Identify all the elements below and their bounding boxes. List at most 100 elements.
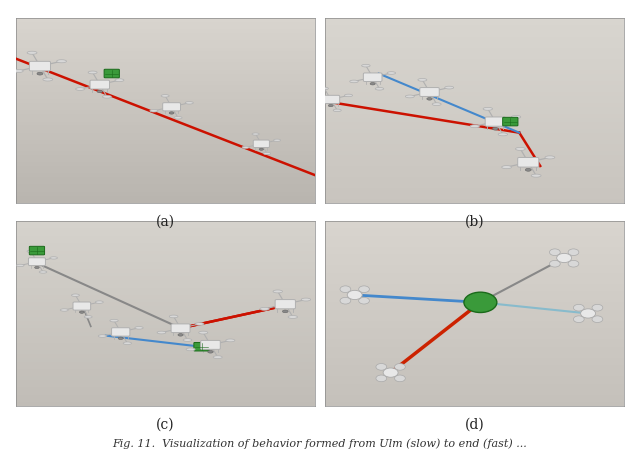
Ellipse shape	[178, 334, 183, 336]
Ellipse shape	[27, 51, 37, 54]
FancyBboxPatch shape	[502, 117, 518, 126]
Ellipse shape	[208, 350, 213, 353]
FancyBboxPatch shape	[420, 87, 439, 97]
Circle shape	[592, 316, 603, 322]
Ellipse shape	[309, 102, 317, 105]
Ellipse shape	[273, 139, 281, 141]
Ellipse shape	[95, 301, 103, 304]
Ellipse shape	[102, 95, 111, 98]
Ellipse shape	[333, 109, 341, 111]
Ellipse shape	[213, 356, 222, 359]
Ellipse shape	[288, 316, 298, 318]
FancyBboxPatch shape	[275, 299, 296, 309]
Circle shape	[550, 260, 560, 267]
FancyBboxPatch shape	[111, 328, 130, 336]
Text: (c): (c)	[156, 417, 175, 431]
Ellipse shape	[76, 87, 84, 90]
Ellipse shape	[260, 308, 269, 310]
Text: (a): (a)	[156, 214, 175, 228]
Circle shape	[340, 297, 351, 304]
Circle shape	[573, 304, 584, 311]
Ellipse shape	[79, 311, 84, 313]
Ellipse shape	[252, 133, 259, 135]
Circle shape	[340, 286, 351, 293]
Ellipse shape	[35, 267, 39, 269]
Ellipse shape	[370, 83, 375, 85]
Ellipse shape	[483, 107, 493, 110]
Circle shape	[394, 364, 405, 370]
FancyBboxPatch shape	[90, 80, 109, 89]
Ellipse shape	[157, 331, 166, 334]
Ellipse shape	[320, 87, 328, 90]
Ellipse shape	[515, 147, 525, 151]
Ellipse shape	[427, 97, 432, 100]
Ellipse shape	[99, 335, 107, 337]
Circle shape	[580, 309, 596, 318]
Text: Fig. 11.  Visualization of behavior formed from Ulm (slow) to end (fast) ...: Fig. 11. Visualization of behavior forme…	[113, 438, 527, 449]
Ellipse shape	[375, 87, 384, 90]
Ellipse shape	[174, 116, 182, 119]
Ellipse shape	[43, 78, 52, 81]
FancyBboxPatch shape	[163, 103, 180, 111]
Ellipse shape	[97, 90, 102, 93]
Ellipse shape	[195, 322, 204, 325]
Circle shape	[568, 249, 579, 256]
Ellipse shape	[445, 86, 454, 89]
Ellipse shape	[273, 290, 282, 293]
Circle shape	[464, 292, 497, 313]
Ellipse shape	[39, 271, 47, 273]
Circle shape	[592, 304, 603, 311]
Ellipse shape	[387, 72, 396, 74]
FancyBboxPatch shape	[171, 324, 190, 332]
Ellipse shape	[169, 112, 174, 114]
Ellipse shape	[226, 339, 235, 342]
Ellipse shape	[57, 60, 67, 63]
Circle shape	[376, 375, 387, 382]
Ellipse shape	[72, 294, 79, 296]
Ellipse shape	[264, 152, 271, 155]
Circle shape	[568, 260, 579, 267]
Ellipse shape	[344, 94, 353, 97]
Ellipse shape	[282, 310, 288, 313]
Ellipse shape	[531, 174, 541, 177]
Circle shape	[557, 253, 572, 262]
Ellipse shape	[185, 101, 193, 104]
Ellipse shape	[60, 309, 68, 311]
Circle shape	[348, 290, 362, 299]
Ellipse shape	[135, 327, 143, 329]
Ellipse shape	[511, 115, 521, 119]
Ellipse shape	[502, 166, 511, 169]
Ellipse shape	[498, 133, 508, 136]
Ellipse shape	[183, 339, 192, 341]
Text: (b): (b)	[465, 214, 484, 228]
FancyBboxPatch shape	[73, 302, 91, 310]
Ellipse shape	[242, 146, 249, 148]
Circle shape	[394, 375, 405, 382]
Ellipse shape	[17, 264, 24, 267]
Ellipse shape	[525, 168, 531, 171]
FancyBboxPatch shape	[28, 258, 45, 266]
Circle shape	[573, 316, 584, 322]
FancyBboxPatch shape	[518, 157, 539, 167]
Circle shape	[358, 297, 369, 304]
FancyBboxPatch shape	[322, 95, 340, 103]
Ellipse shape	[405, 95, 414, 98]
Ellipse shape	[259, 148, 264, 150]
Ellipse shape	[493, 128, 498, 130]
Ellipse shape	[124, 342, 132, 345]
Ellipse shape	[27, 250, 35, 253]
Circle shape	[376, 364, 387, 370]
Ellipse shape	[50, 257, 58, 259]
Text: (d): (d)	[465, 417, 484, 431]
Ellipse shape	[349, 80, 358, 83]
Ellipse shape	[362, 64, 370, 67]
Ellipse shape	[198, 331, 208, 334]
Circle shape	[550, 249, 560, 256]
Ellipse shape	[186, 348, 195, 351]
Ellipse shape	[37, 72, 43, 75]
FancyBboxPatch shape	[364, 73, 382, 82]
Ellipse shape	[150, 110, 158, 112]
FancyBboxPatch shape	[253, 140, 269, 147]
FancyBboxPatch shape	[29, 246, 45, 255]
Ellipse shape	[88, 71, 97, 74]
